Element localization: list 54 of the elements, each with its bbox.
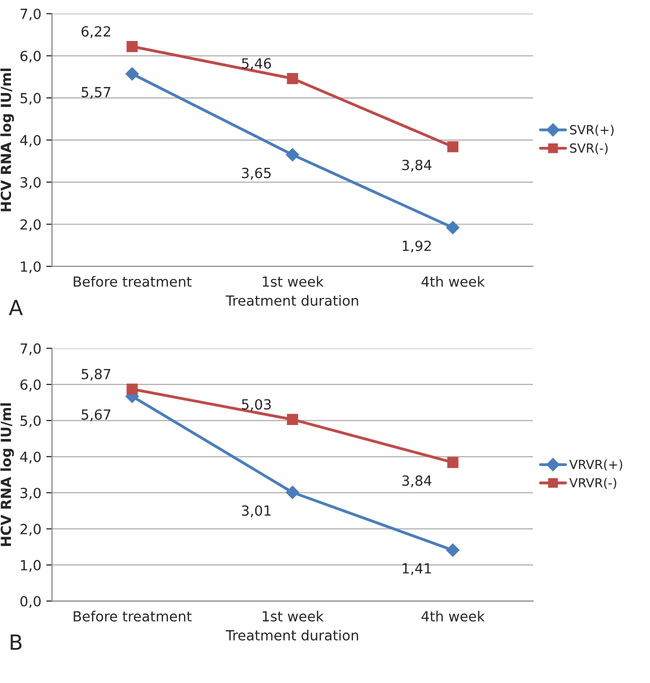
data-label: 5,87 [82,368,110,381]
y-tick-label: 4,0 [20,452,41,464]
point [286,486,300,499]
legend-label: VRVR(-) [569,478,616,489]
x-tick-label: 1st week [262,610,324,622]
y-tick-label: 0,0 [20,596,41,608]
y-tick-label: 6,0 [20,379,41,392]
legend-label: VRVR(+) [569,459,622,471]
point [126,67,139,80]
y-axis-title: HCV RNA log IU/ml [0,68,14,212]
y-axis-title: HCV RNA log IU/ml [0,403,14,546]
data-label: 3,65 [242,168,271,180]
x-tick-label: 4th week [422,276,485,287]
legend-label: SVR(+) [570,124,614,136]
data-label: 5,67 [82,409,110,422]
point [286,72,298,84]
point [446,544,460,557]
y-tick-label: 1,0 [21,261,41,274]
x-axis-title: Treatment duration [226,630,358,641]
y-tick-label: 4,0 [20,134,41,147]
data-label: 3,84 [402,475,432,488]
text: A [8,300,23,316]
x-tick-label: 1st week [262,276,324,287]
point [447,141,458,152]
data-label: 5,03 [242,399,271,412]
data-label: 3,84 [402,160,432,172]
text: B [10,634,22,650]
data-label: 1,92 [402,240,431,253]
point [286,148,300,162]
data-label: 3,01 [242,505,271,518]
data-label: 5,46 [242,58,271,70]
x-axis-title: Treatment duration [226,295,358,306]
y-tick-label: 2,0 [20,219,41,232]
data-label: 6,22 [82,26,110,38]
data-label: 1,41 [402,563,431,576]
y-tick-label: 3,0 [20,488,41,500]
x-tick-label: 4th week [422,610,485,622]
data-label: 5,57 [82,87,110,99]
x-tick-label: Before treatment [74,610,192,622]
x-tick-label: Before treatment [74,276,192,287]
y-tick-label: 7,0 [20,8,41,21]
y-tick-label: 5,0 [20,92,41,105]
point [446,221,460,234]
y-tick-label: 3,0 [20,177,41,190]
point [286,414,298,426]
point [126,384,138,395]
y-tick-label: 6,0 [20,50,41,63]
y-tick-label: 5,0 [20,416,41,428]
y-tick-label: 1,0 [21,560,41,572]
point [447,456,458,468]
y-tick-label: 2,0 [20,524,41,536]
point [126,40,138,52]
legend-label: SVR(-) [570,143,608,154]
y-tick-label: 7,0 [20,343,41,356]
